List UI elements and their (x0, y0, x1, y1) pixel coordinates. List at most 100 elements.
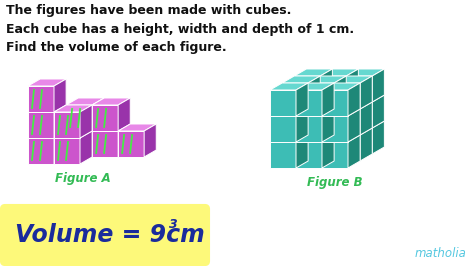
Polygon shape (320, 128, 346, 154)
Polygon shape (348, 83, 360, 116)
Polygon shape (66, 131, 92, 157)
Polygon shape (270, 90, 296, 116)
Polygon shape (118, 124, 130, 157)
Polygon shape (296, 135, 308, 168)
Polygon shape (320, 121, 358, 128)
Polygon shape (334, 128, 346, 161)
Polygon shape (54, 131, 92, 138)
Polygon shape (28, 79, 66, 86)
Polygon shape (334, 76, 372, 83)
Polygon shape (282, 83, 308, 109)
Polygon shape (66, 124, 104, 131)
Polygon shape (320, 102, 346, 128)
Polygon shape (346, 121, 358, 154)
Polygon shape (54, 79, 66, 112)
Polygon shape (334, 102, 346, 135)
Polygon shape (282, 76, 320, 83)
Polygon shape (118, 131, 144, 157)
Polygon shape (270, 135, 308, 142)
Text: Volume = 9cm: Volume = 9cm (15, 223, 205, 247)
Polygon shape (296, 90, 322, 116)
Polygon shape (270, 109, 308, 116)
Polygon shape (92, 124, 130, 131)
Polygon shape (334, 128, 372, 135)
Polygon shape (372, 121, 384, 154)
Polygon shape (294, 128, 320, 154)
Polygon shape (308, 128, 346, 135)
Polygon shape (334, 102, 372, 109)
Polygon shape (308, 76, 320, 109)
Polygon shape (282, 102, 320, 109)
Polygon shape (270, 83, 308, 90)
FancyBboxPatch shape (1, 205, 209, 265)
Text: 3: 3 (169, 218, 178, 231)
Polygon shape (54, 131, 66, 164)
Polygon shape (54, 105, 66, 138)
Polygon shape (308, 135, 334, 161)
Polygon shape (28, 131, 66, 138)
Polygon shape (296, 142, 322, 168)
Polygon shape (334, 83, 360, 109)
Polygon shape (372, 95, 384, 128)
Polygon shape (294, 69, 332, 76)
Polygon shape (28, 86, 54, 112)
Polygon shape (54, 105, 92, 112)
Polygon shape (322, 83, 334, 116)
Polygon shape (334, 109, 360, 135)
Polygon shape (92, 124, 104, 157)
Polygon shape (296, 116, 322, 142)
Polygon shape (282, 135, 308, 161)
Polygon shape (270, 116, 296, 142)
Polygon shape (92, 98, 130, 105)
Polygon shape (294, 76, 320, 102)
Polygon shape (360, 102, 372, 135)
Polygon shape (270, 142, 296, 168)
Polygon shape (294, 121, 332, 128)
Polygon shape (294, 95, 332, 102)
Polygon shape (322, 135, 334, 168)
Polygon shape (346, 95, 358, 128)
Polygon shape (308, 109, 334, 135)
Polygon shape (322, 142, 348, 168)
Polygon shape (118, 98, 130, 131)
Polygon shape (322, 116, 348, 142)
Polygon shape (54, 138, 80, 164)
Text: The figures have been made with cubes.
Each cube has a height, width and depth o: The figures have been made with cubes. E… (6, 4, 354, 54)
Polygon shape (28, 138, 54, 164)
Polygon shape (308, 128, 320, 161)
Polygon shape (118, 124, 156, 131)
Polygon shape (92, 98, 104, 131)
Polygon shape (80, 105, 92, 138)
Polygon shape (282, 109, 308, 135)
Polygon shape (144, 124, 156, 157)
Polygon shape (296, 83, 308, 116)
Polygon shape (320, 69, 332, 102)
Polygon shape (320, 95, 358, 102)
Polygon shape (348, 109, 360, 142)
Polygon shape (320, 69, 358, 76)
Polygon shape (346, 95, 384, 102)
Polygon shape (322, 83, 360, 90)
Text: Figure A: Figure A (55, 172, 111, 185)
Polygon shape (346, 121, 384, 128)
Polygon shape (346, 69, 358, 102)
Polygon shape (334, 135, 360, 161)
Polygon shape (308, 83, 334, 109)
Polygon shape (66, 98, 104, 105)
Polygon shape (320, 95, 332, 128)
Polygon shape (308, 76, 346, 83)
Polygon shape (294, 102, 320, 128)
Polygon shape (322, 109, 334, 142)
Polygon shape (28, 105, 66, 112)
Polygon shape (296, 83, 334, 90)
Polygon shape (66, 105, 92, 131)
Polygon shape (372, 69, 384, 102)
Polygon shape (320, 121, 332, 154)
Polygon shape (80, 131, 92, 164)
Polygon shape (348, 135, 360, 168)
Polygon shape (334, 76, 346, 109)
Polygon shape (296, 109, 308, 142)
Polygon shape (282, 128, 320, 135)
Polygon shape (322, 90, 348, 116)
Polygon shape (360, 76, 372, 109)
